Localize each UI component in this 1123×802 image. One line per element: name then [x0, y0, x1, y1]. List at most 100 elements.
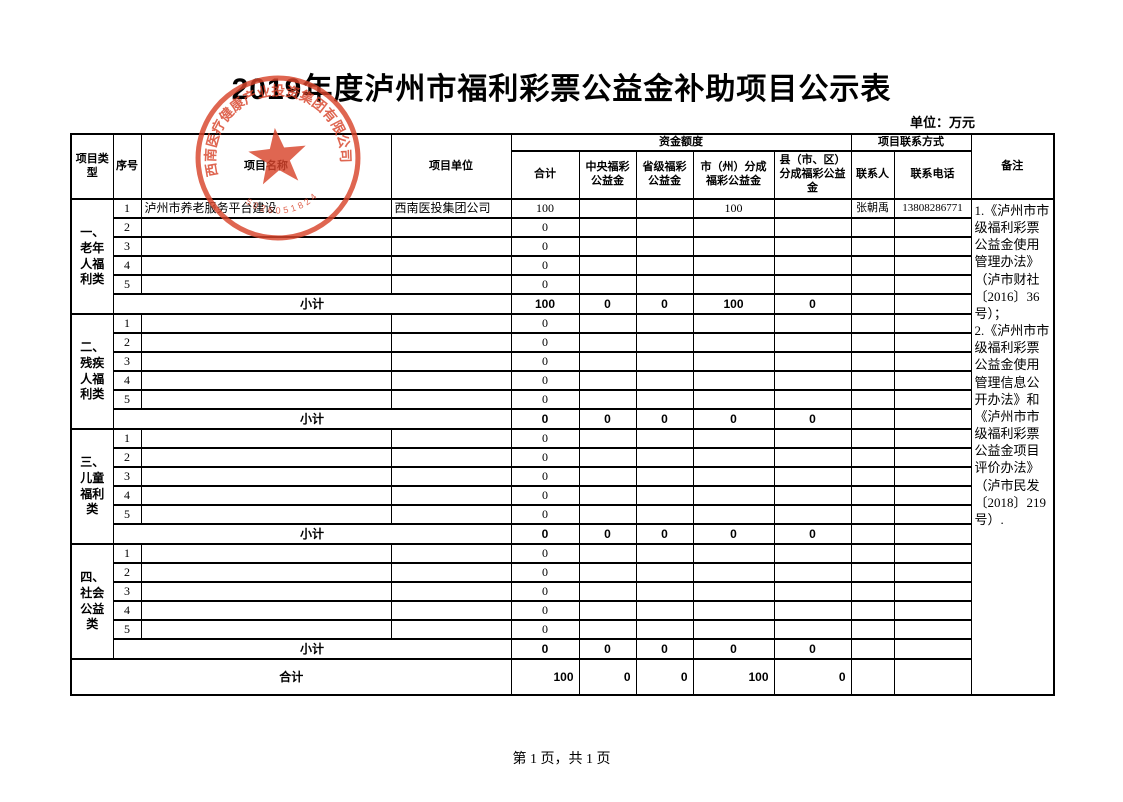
city-fund-cell — [692, 466, 775, 487]
phone-cell — [893, 543, 972, 564]
project-name-cell — [140, 600, 392, 621]
subtotal-total-cell: 100 — [510, 293, 580, 315]
subtotal-provincial-cell: 0 — [635, 293, 694, 315]
phone-cell — [893, 658, 972, 696]
central-fund-cell — [578, 562, 637, 583]
total-fund-cell: 0 — [510, 485, 580, 506]
county-fund-cell — [773, 562, 852, 583]
contact-cell — [850, 523, 895, 545]
provincial-fund-cell — [635, 543, 694, 564]
central-fund-cell — [578, 370, 637, 391]
central-fund-cell — [578, 274, 637, 295]
project-name-cell — [140, 351, 392, 372]
group-type-cell: 一、老年人福利类 — [70, 198, 114, 315]
grand-total-county-cell: 0 — [773, 658, 852, 696]
seq-cell: 4 — [112, 255, 142, 276]
central-fund-cell — [578, 619, 637, 640]
project-unit-cell — [390, 619, 512, 640]
project-name-cell — [140, 485, 392, 506]
total-fund-cell: 0 — [510, 351, 580, 372]
project-unit-cell — [390, 485, 512, 506]
subtotal-label-cell: 小计 — [112, 408, 512, 430]
seq-cell: 4 — [112, 485, 142, 506]
central-fund-cell — [578, 313, 637, 334]
phone-cell — [893, 485, 972, 506]
project-unit-cell — [390, 581, 512, 602]
subtotal-county-cell: 0 — [773, 638, 852, 660]
county-fund-cell — [773, 255, 852, 276]
subtotal-row: 小计 100 0 0 100 0 — [71, 293, 1054, 315]
central-fund-cell — [578, 485, 637, 506]
provincial-fund-cell — [635, 255, 694, 276]
seq-cell: 2 — [112, 217, 142, 238]
county-fund-cell — [773, 332, 852, 353]
subtotal-row: 小计 0 0 0 0 0 — [71, 638, 1054, 660]
phone-cell — [893, 351, 972, 372]
header-project-name: 项目名称 — [140, 133, 392, 200]
data-row: 三、儿童福利类 1 0 — [70, 428, 1054, 545]
seq-cell: 5 — [112, 504, 142, 525]
provincial-fund-cell — [635, 428, 694, 449]
project-name-cell — [140, 543, 392, 564]
contact-cell — [850, 351, 895, 372]
subtotal-city-cell: 100 — [692, 293, 775, 315]
provincial-fund-cell — [635, 332, 694, 353]
county-fund-cell — [773, 466, 852, 487]
phone-cell — [893, 504, 972, 525]
total-fund-cell: 0 — [510, 370, 580, 391]
table-header: 项目类型 序号 项目名称 项目单位 资金额度 项目联系方式 备注 合计 中央福彩… — [70, 133, 1055, 200]
contact-cell — [850, 293, 895, 315]
provincial-fund-cell — [635, 389, 694, 410]
provincial-fund-cell — [635, 600, 694, 621]
grand-total-provincial-cell: 0 — [635, 658, 694, 696]
seq-cell: 4 — [112, 600, 142, 621]
provincial-fund-cell — [635, 313, 694, 334]
provincial-fund-cell — [635, 217, 694, 238]
county-fund-cell — [773, 619, 852, 640]
city-fund-cell — [692, 236, 775, 257]
project-unit-cell — [390, 543, 512, 564]
provincial-fund-cell — [635, 504, 694, 525]
city-fund-cell: 100 — [692, 198, 775, 219]
page-number-footer: 第 1 页，共 1 页 — [512, 752, 611, 767]
county-fund-cell — [773, 313, 852, 334]
project-unit-cell: 西南医投集团公司 — [390, 198, 512, 219]
contact-cell — [850, 562, 895, 583]
contact-cell — [850, 485, 895, 506]
provincial-fund-cell — [635, 351, 694, 372]
total-fund-cell: 0 — [510, 600, 580, 621]
subtotal-label-cell: 小计 — [112, 523, 512, 545]
contact-cell — [850, 428, 895, 449]
county-fund-cell — [773, 389, 852, 410]
project-unit-cell — [390, 389, 512, 410]
total-fund-cell: 100 — [510, 198, 580, 219]
subtotal-city-cell: 0 — [692, 638, 775, 660]
project-unit-cell — [390, 466, 512, 487]
total-fund-cell: 0 — [510, 274, 580, 295]
header-seq: 序号 — [112, 133, 142, 200]
project-name-cell — [140, 274, 392, 295]
subsidy-projects-table: 项目类型 序号 项目名称 项目单位 资金额度 项目联系方式 备注 合计 中央福彩… — [70, 133, 1056, 696]
subtotal-total-cell: 0 — [510, 523, 580, 545]
phone-cell — [893, 389, 972, 410]
project-name-cell — [140, 447, 392, 468]
phone-cell — [893, 370, 972, 391]
seq-cell: 1 — [112, 313, 142, 334]
county-fund-cell — [773, 485, 852, 506]
project-name-cell — [140, 313, 392, 334]
county-fund-cell — [773, 428, 852, 449]
project-unit-cell — [390, 447, 512, 468]
seq-cell: 5 — [112, 389, 142, 410]
provincial-fund-cell — [635, 236, 694, 257]
project-unit-cell — [390, 562, 512, 583]
header-county-fund: 县（市、区）分成福彩公益金 — [773, 150, 852, 200]
provincial-fund-cell — [635, 274, 694, 295]
project-name-cell — [140, 581, 392, 602]
phone-cell — [893, 332, 972, 353]
